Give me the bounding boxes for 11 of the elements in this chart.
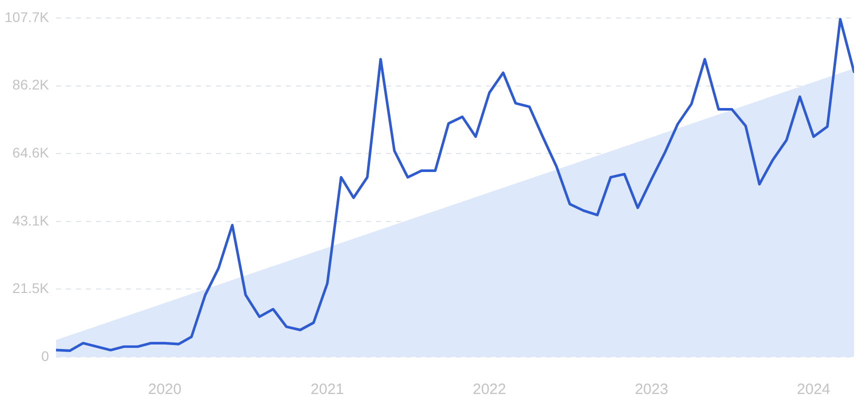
x-tick-label: 2022 — [472, 381, 506, 398]
y-tick-label: 0 — [41, 348, 50, 364]
y-tick-label: 21.5K — [12, 280, 50, 296]
x-tick-label: 2024 — [796, 381, 830, 398]
x-tick-label: 2020 — [148, 381, 182, 398]
y-tick-label: 107.7K — [4, 8, 50, 25]
y-tick-label: 43.1K — [12, 212, 50, 228]
y-tick-label: 64.6K — [12, 144, 50, 160]
x-tick-label: 2023 — [634, 381, 668, 398]
x-tick-label: 2021 — [310, 381, 344, 398]
y-tick-label: 86.2K — [12, 76, 50, 93]
